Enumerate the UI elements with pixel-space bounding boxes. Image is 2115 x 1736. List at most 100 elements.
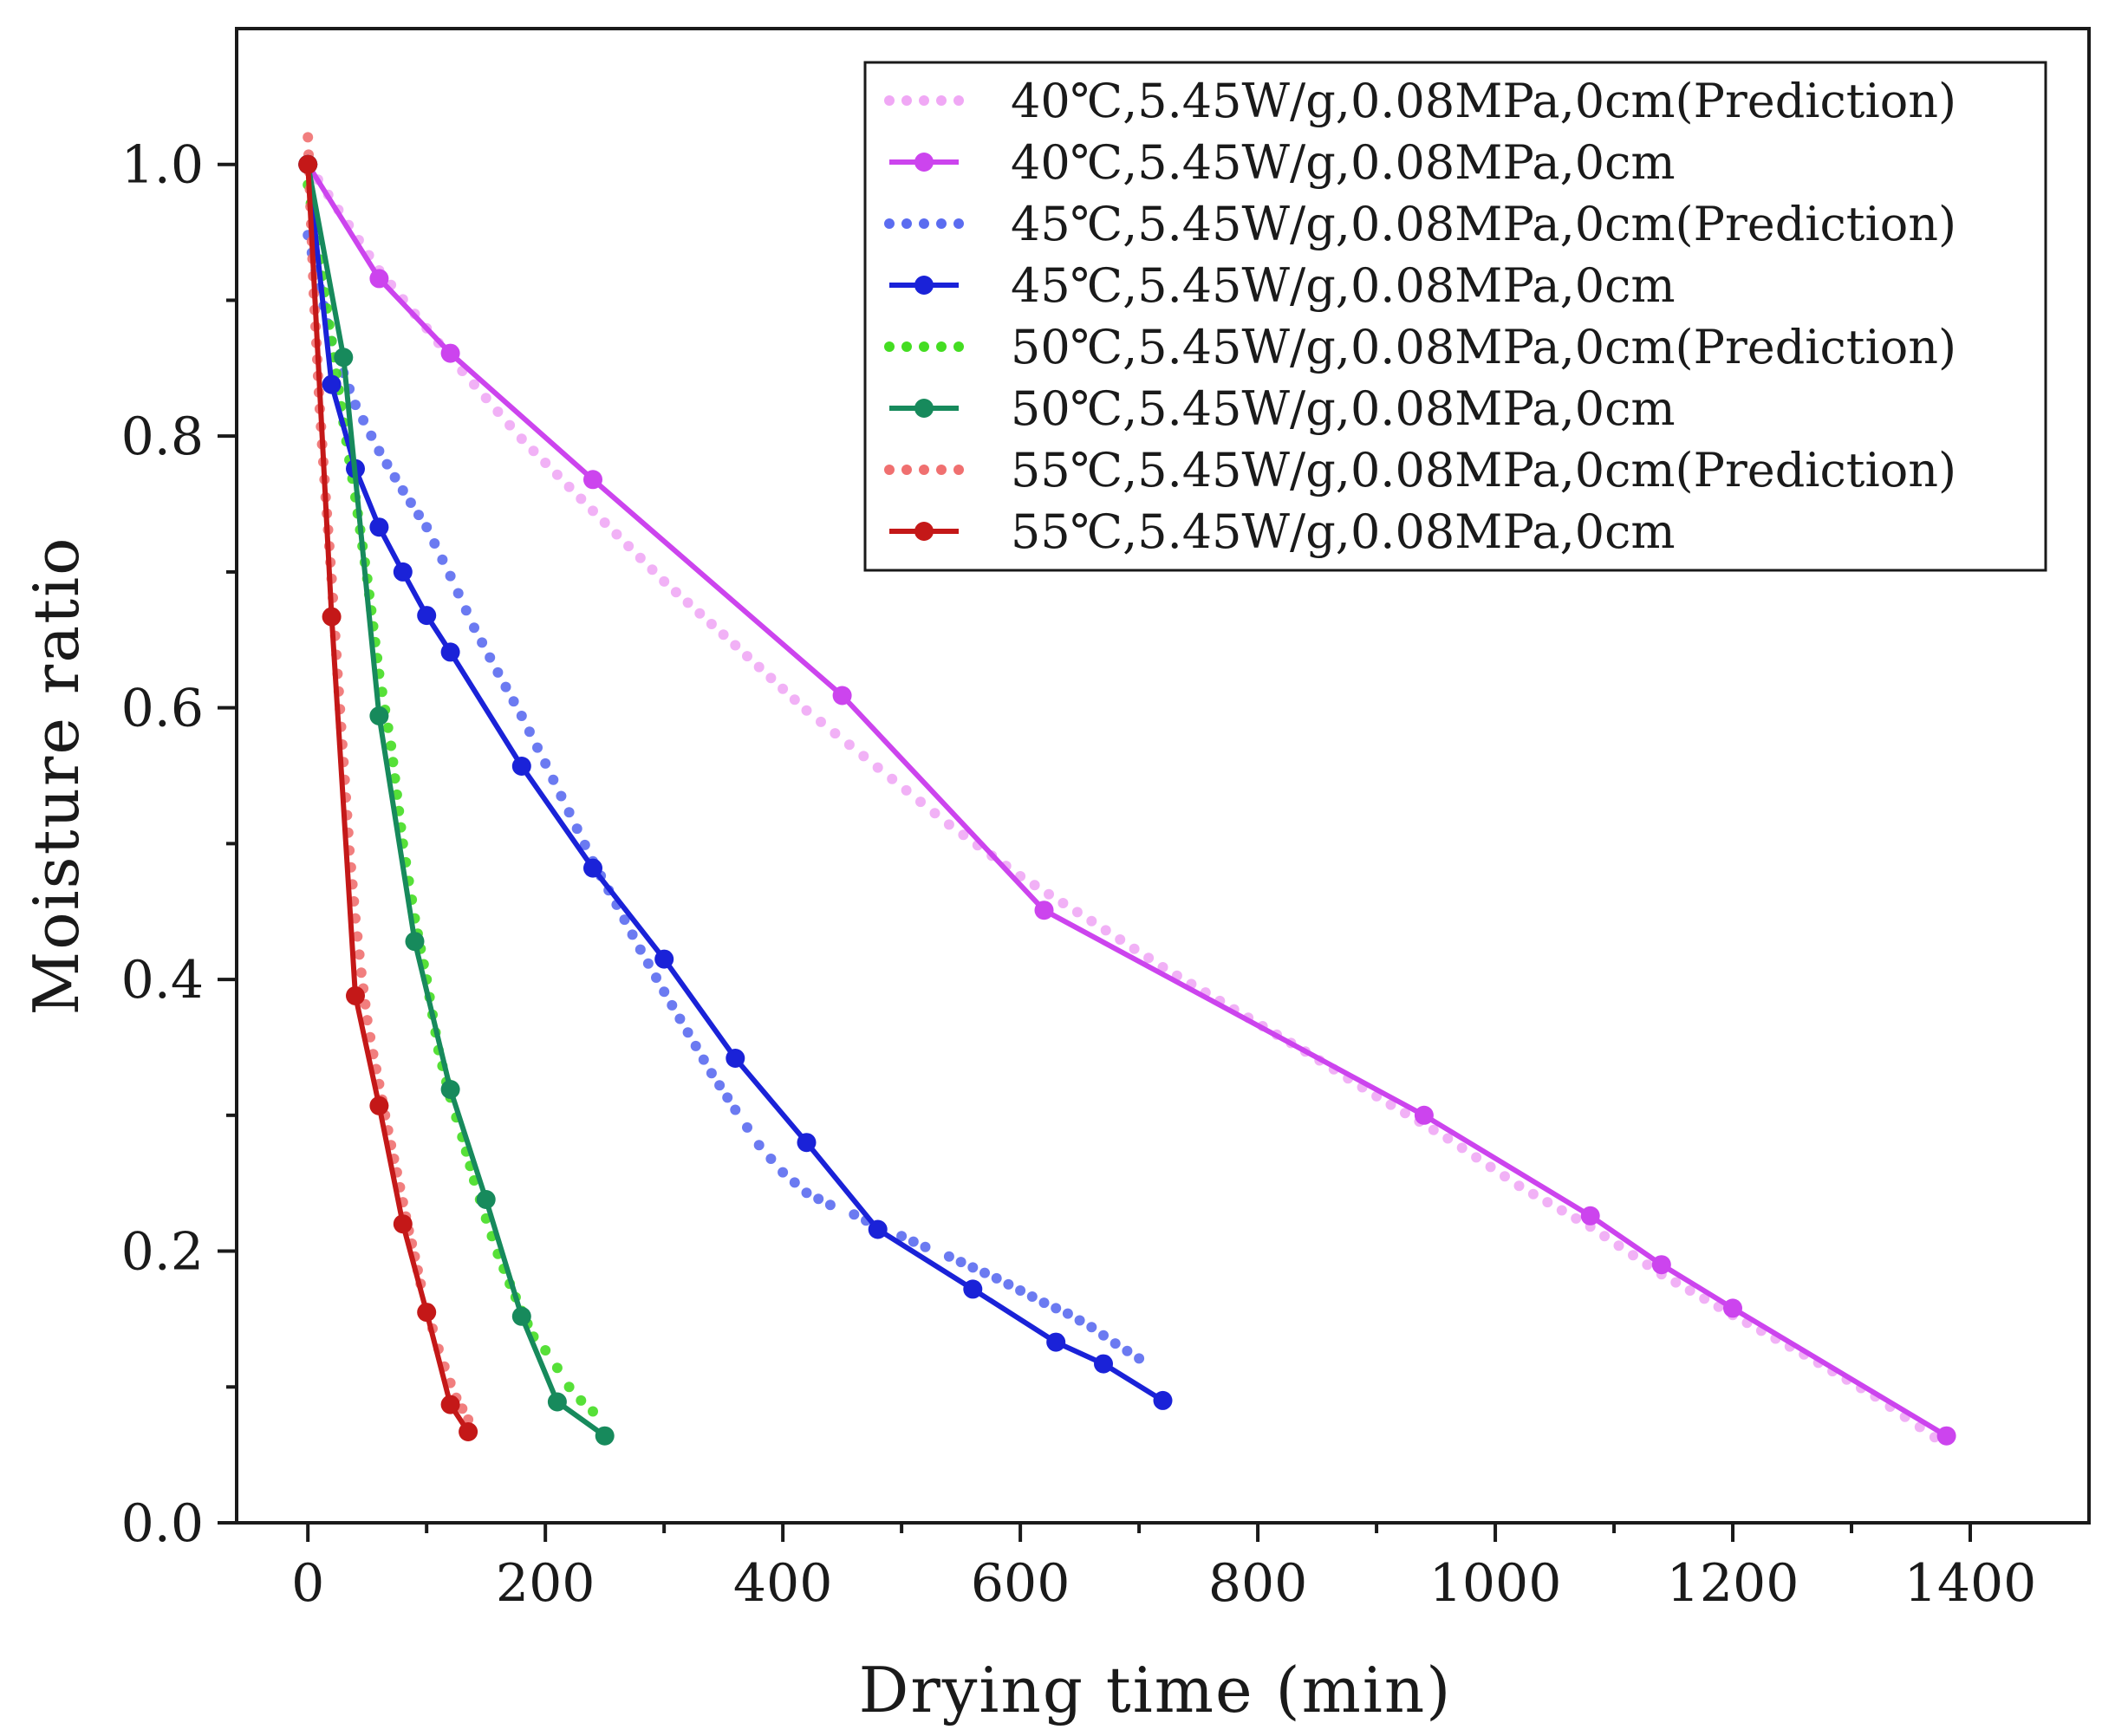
prediction-dot [611,529,622,540]
data-point [417,606,437,626]
prediction-dot [1157,962,1168,972]
prediction-dot [920,1241,931,1252]
legend-label: 50℃,5.45W/g,0.08MPa,0cm(Prediction) [1011,320,1956,374]
prediction-dot [943,1251,954,1262]
prediction-dot [1098,1330,1109,1341]
prediction-dot [524,726,535,738]
legend-box [863,61,2047,572]
prediction-dot [674,1013,686,1024]
plot-frame [235,27,2091,1525]
data-point [1094,1354,1113,1374]
data-point [511,1306,531,1326]
prediction-dot [706,619,717,629]
y-axis-title: Moisture ratio [20,536,93,1016]
data-point [369,1096,389,1115]
prediction-dot [765,673,777,684]
legend-entry: 55℃,5.45W/g,0.08MPa,0cm(Prediction) [884,443,1956,497]
data-point [1153,1390,1173,1410]
prediction-dot [1400,1108,1410,1119]
prediction-dot [670,587,681,598]
prediction-dot [955,1257,966,1268]
prediction-dot [908,1236,919,1247]
prediction-dot [1003,1278,1014,1290]
data-point [440,1080,460,1099]
prediction-dot [1058,898,1069,908]
legend-prediction-dot [884,341,895,352]
prediction-dot [532,742,543,753]
legend-prediction-dot [953,95,964,106]
axes-layer: 0 200 400 600 800 1000 1200 1400 0.0 0.2 0.4 0.6 0.8… [121,27,2091,1614]
prediction-dot [387,757,399,768]
legend-prediction-dot [919,465,929,475]
prediction-dot [1456,1142,1467,1154]
data-point [726,1049,745,1068]
prediction-dot [1134,1353,1145,1364]
prediction-dot [421,522,433,533]
prediction-dot [460,605,472,616]
prediction-dot [508,696,519,707]
legend-prediction-dot [953,465,964,475]
prediction-dot [1038,1297,1050,1309]
legend-marker [914,522,934,541]
prediction-dot [765,1154,777,1164]
prediction-dot [381,458,393,470]
data-point [322,374,342,394]
prediction-dot [350,400,361,411]
prediction-dot [682,597,693,608]
prediction-dot [389,471,400,483]
legend-entry: 55℃,5.45W/g,0.08MPa,0cm [889,504,1676,559]
prediction-dot [651,972,661,983]
prediction-dot [778,1167,789,1178]
prediction-dot [742,651,752,662]
x-tick-label: 1000 [1429,1553,1562,1614]
prediction-dot [742,1122,752,1133]
series-layer [298,132,1956,1446]
legend-prediction-dot [901,341,912,352]
prediction-dot [929,808,940,819]
data-point [1580,1206,1600,1226]
legend: 40℃,5.45W/g,0.08MPa,0cm(Prediction) 40℃,5… [863,61,2047,572]
prediction-dot [1051,1303,1062,1314]
prediction-dot [540,458,551,468]
legend-marker [914,276,934,295]
legend-prediction-dot [884,218,895,229]
prediction-dot [1642,1259,1653,1271]
prediction-dot [1029,880,1040,891]
prediction-dot [469,622,479,634]
prediction-dot [778,683,789,694]
prediction-dot [571,823,582,835]
prediction-dot [1115,934,1126,945]
prediction-dot [991,1272,1002,1284]
prediction-dot [634,552,646,563]
prediction-dot [1684,1285,1695,1296]
prediction-dot [579,839,590,850]
prediction-dot [480,393,491,404]
data-point [369,706,389,725]
data-point [334,348,354,367]
prediction-dot [1713,1301,1724,1312]
prediction-dot [563,481,575,492]
data-point [963,1279,983,1299]
prediction-dot [1026,1291,1038,1302]
legend-prediction-dot [901,465,912,475]
legend-prediction-dot [884,95,895,106]
data-point [1046,1332,1066,1352]
series-line [305,164,471,1434]
prediction-dot [463,1414,474,1425]
prediction-dot [1110,1338,1121,1349]
y-tick-label: 0.4 [121,950,204,1011]
prediction-dot [540,1345,551,1356]
prediction-dot [563,807,575,818]
x-tick-label: 0 [291,1553,324,1614]
x-tick-label: 1400 [1904,1553,2037,1614]
data-point [797,1133,817,1153]
prediction-dot [548,774,559,785]
legend-prediction-dot [953,218,964,229]
legend-label: 40℃,5.45W/g,0.08MPa,0cm(Prediction) [1011,74,1956,128]
prediction-dot [540,757,551,769]
prediction-dot [843,739,855,751]
prediction-dot [801,1187,812,1199]
legend-prediction-dot [953,341,964,352]
prediction-dot [576,493,587,504]
data-point [583,470,602,490]
